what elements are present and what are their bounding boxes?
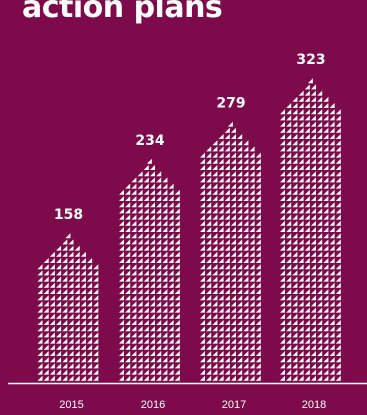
value-label-2018: 323 [296, 52, 325, 68]
category-label-2018: 2018 [302, 399, 326, 411]
category-label-2017: 2017 [222, 399, 246, 411]
category-label-2015: 2015 [59, 399, 83, 411]
value-label-2015: 158 [54, 207, 83, 223]
value-label-2017: 279 [216, 96, 245, 112]
bar-2017 [200, 121, 261, 381]
bar-2015 [37, 233, 99, 381]
value-label-2016: 234 [135, 133, 164, 149]
category-label-2016: 2016 [141, 399, 165, 411]
bar-2016 [119, 158, 180, 381]
page-title: action plans [22, 0, 223, 25]
bar-2018 [280, 78, 341, 381]
